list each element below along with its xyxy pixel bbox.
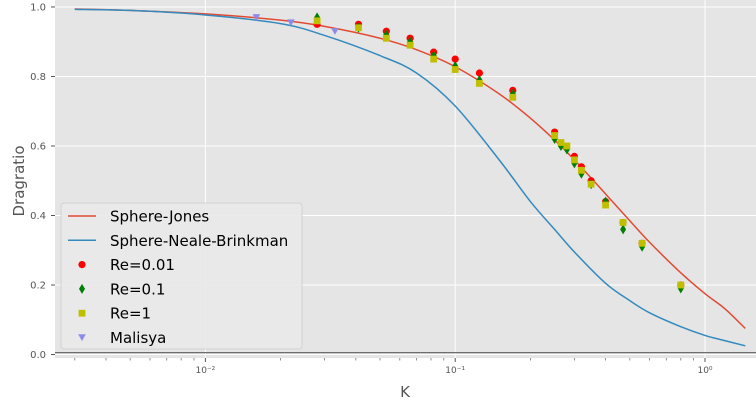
y-tick-label: 1.0 (30, 2, 46, 13)
point-re-1 (313, 17, 321, 25)
point-re-1 (557, 139, 565, 146)
point-malisya (287, 19, 295, 27)
tick-layer: 10⁻² 10⁻¹ 10⁰ 0.0 0.2 0.4 0.6 0.8 1.0 (30, 2, 713, 376)
point-re-0-01 (451, 55, 459, 63)
point-re-1 (551, 132, 559, 139)
legend-label-re-1: Re=1 (110, 305, 151, 323)
point-re-1 (509, 93, 517, 101)
legend-label-sphere-jones: Sphere-Jones (110, 208, 209, 226)
point-re-1 (382, 34, 390, 42)
point-re-1 (563, 142, 571, 150)
point-re-1 (406, 41, 414, 49)
point-re-0-01 (475, 69, 484, 77)
point-re-1 (602, 201, 610, 209)
legend-swatch-re-0-1 (79, 283, 85, 294)
point-malisya (252, 14, 261, 21)
grid-layer (55, 0, 756, 358)
curve-sphere-neale-brinkman (74, 8, 746, 347)
x-axis-label: K (400, 383, 411, 401)
point-re-1 (619, 219, 627, 226)
legend-label-re-0-01: Re=0.01 (110, 256, 175, 274)
legend-items: Sphere-Jones Sphere-Neale-Brinkman Re=0.01… (68, 208, 288, 347)
x-tick-label: 10⁻² (195, 366, 215, 376)
x-tick-label: 10⁰ (697, 366, 712, 376)
y-tick-label: 0.8 (30, 72, 46, 83)
curve-sphere-jones (74, 8, 746, 329)
legend-label-malisya: Malisya (110, 329, 166, 347)
point-re-1 (570, 156, 578, 164)
point-malisya (331, 28, 339, 35)
legend-box (60, 202, 303, 350)
x-tick-label: 10⁻¹ (445, 366, 465, 376)
marker-layer (252, 12, 685, 294)
y-axis-label: Dragratio (10, 145, 28, 216)
point-re-0-1 (620, 224, 627, 235)
legend: Sphere-Jones Sphere-Neale-Brinkman Re=0.01… (60, 202, 303, 350)
point-re-1 (476, 80, 483, 87)
y-tick-label: 0.6 (30, 141, 46, 152)
y-tick-label: 0.4 (30, 211, 46, 222)
point-re-1 (577, 166, 585, 174)
point-re-1 (638, 239, 646, 247)
legend-swatch-re-0-01 (78, 261, 86, 269)
legend-label-sphere-neale-brinkman: Sphere-Neale-Brinkman (110, 232, 288, 250)
point-re-1 (451, 66, 459, 73)
point-re-1 (355, 24, 362, 32)
legend-label-re-0-1: Re=0.1 (110, 280, 165, 298)
curve-layer (74, 8, 746, 347)
point-re-1 (677, 281, 685, 289)
legend-swatch-re-1 (78, 309, 86, 317)
y-tick-label: 0.2 (30, 281, 46, 292)
point-re-1 (430, 55, 438, 63)
legend-swatch-malisya (78, 334, 86, 342)
point-re-1 (587, 180, 595, 188)
y-tick-label: 0.0 (30, 350, 46, 361)
